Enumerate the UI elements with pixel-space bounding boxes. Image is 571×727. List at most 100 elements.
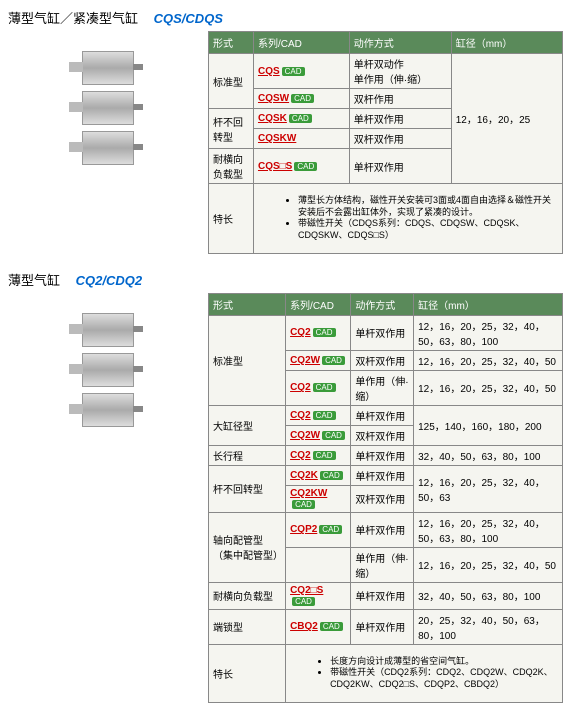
form-cell: 耐横向负载型 <box>209 582 286 609</box>
bore-cell: 12，16，20，25，32，40，50，63，80，100 <box>414 315 563 350</box>
section-cq2: 薄型气缸 CQ2/CDQ2 形式系列/CAD动作方式缸径（mm）标准型CQ2CA… <box>8 270 563 703</box>
action-cell: 单杆双作用 <box>351 405 414 425</box>
cad-icon[interactable]: CAD <box>320 622 343 631</box>
bore-cell: 12，16，20，25，32，40，50 <box>414 350 563 370</box>
series-cell: CQSKW <box>253 129 349 149</box>
series-link[interactable]: CQSK <box>258 113 287 124</box>
action-cell: 单杆双作用 <box>351 512 414 547</box>
series-link[interactable]: CQ2 <box>290 327 311 338</box>
col-header: 缸径（mm） <box>414 293 563 315</box>
series-link[interactable]: CQ2K <box>290 470 318 481</box>
cad-icon[interactable]: CAD <box>292 597 315 606</box>
section-cqs: 薄型气缸／紧凑型气缸 CQS/CDQS 形式系列/CAD动作方式缸径（mm）标准… <box>8 8 563 254</box>
cad-icon[interactable]: CAD <box>320 471 343 480</box>
form-cell: 杆不回转型 <box>209 109 254 149</box>
series-link[interactable]: CQ2 <box>290 382 311 393</box>
spec-table-cqs: 形式系列/CAD动作方式缸径（mm）标准型CQSCAD单杆双动作单作用（伸·缩）… <box>208 31 563 254</box>
series-cell: CQ2CAD <box>286 405 351 425</box>
series-link[interactable]: CQ2KW <box>290 488 327 499</box>
bore-cell: 12，16，20，25，32，40，50 <box>414 547 563 582</box>
cad-icon[interactable]: CAD <box>322 431 345 440</box>
action-cell: 单杆双作用 <box>349 149 451 184</box>
product-image <box>8 293 208 427</box>
form-cell: 耐横向负载型 <box>209 149 254 184</box>
series-link[interactable]: CQS□S <box>258 161 292 172</box>
cad-icon[interactable]: CAD <box>294 162 317 171</box>
col-header: 系列/CAD <box>253 32 349 54</box>
cad-icon[interactable]: CAD <box>289 114 312 123</box>
series-cell: CQ2□SCAD <box>286 582 351 609</box>
series-cell: CBQ2CAD <box>286 609 351 644</box>
series-link[interactable]: CQ2 <box>290 450 311 461</box>
action-cell: 双杆作用 <box>349 89 451 109</box>
series-cell: CQ2CAD <box>286 370 351 405</box>
cad-icon[interactable]: CAD <box>319 525 342 534</box>
title-model: CQ2/CDQ2 <box>76 273 142 288</box>
action-cell: 单杆双作用 <box>351 465 414 485</box>
series-cell: CQ2KCAD <box>286 465 351 485</box>
series-cell: CQP2CAD <box>286 512 351 547</box>
series-cell: CQSKCAD <box>253 109 349 129</box>
series-cell: CQ2WCAD <box>286 350 351 370</box>
cad-icon[interactable]: CAD <box>322 356 345 365</box>
action-cell: 双杆双作用 <box>351 485 414 512</box>
bore-cell: 12，16，20，25 <box>451 54 562 184</box>
col-header: 动作方式 <box>351 293 414 315</box>
action-cell: 双杆双作用 <box>351 350 414 370</box>
bore-cell: 12，16，20，25，32，40，50，63 <box>414 465 563 512</box>
feat-item: 长度方向设计成薄型的省空间气缸。 <box>330 656 558 668</box>
action-cell: 单杆双作用 <box>349 109 451 129</box>
feat-cell: 薄型长方体结构，磁性开关安装可3面或4面自由选择＆磁性开关安装后不会露出缸体外，… <box>253 184 562 254</box>
feat-item: 薄型长方体结构，磁性开关安装可3面或4面自由选择＆磁性开关安装后不会露出缸体外，… <box>298 195 558 218</box>
cad-icon[interactable]: CAD <box>292 500 315 509</box>
series-link[interactable]: CQ2W <box>290 430 320 441</box>
bore-cell: 20，25，32，40，50，63，80，100 <box>414 609 563 644</box>
bore-cell: 32，40，50，63，80，100 <box>414 582 563 609</box>
col-header: 缸径（mm） <box>451 32 562 54</box>
series-link[interactable]: CQ2 <box>290 410 311 421</box>
series-link[interactable]: CQSW <box>258 93 289 104</box>
feat-item: 带磁性开关（CDQ2系列：CDQ2、CDQ2W、CDQ2K、CDQ2KW、CDQ… <box>330 667 558 690</box>
cad-icon[interactable]: CAD <box>291 94 314 103</box>
form-cell: 轴向配管型（集中配管型） <box>209 512 286 582</box>
series-cell: CQ2KWCAD <box>286 485 351 512</box>
cad-icon[interactable]: CAD <box>313 411 336 420</box>
cad-icon[interactable]: CAD <box>313 328 336 337</box>
bore-cell: 125，140，160，180，200 <box>414 405 563 445</box>
action-cell: 双杆双作用 <box>351 425 414 445</box>
form-cell: 杆不回转型 <box>209 465 286 512</box>
col-header: 形式 <box>209 32 254 54</box>
title-row: 薄型气缸／紧凑型气缸 CQS/CDQS <box>8 8 563 27</box>
col-header: 形式 <box>209 293 286 315</box>
action-cell: 单杆双作用 <box>351 609 414 644</box>
title-model: CQS/CDQS <box>154 11 223 26</box>
series-link[interactable]: CQ2W <box>290 355 320 366</box>
bore-cell: 32，40，50，63，80，100 <box>414 445 563 465</box>
cad-icon[interactable]: CAD <box>313 383 336 392</box>
action-cell: 单作用（伸·缩） <box>351 547 414 582</box>
series-cell: CQ2CAD <box>286 445 351 465</box>
product-image <box>8 31 208 165</box>
form-cell: 标准型 <box>209 54 254 109</box>
series-link[interactable]: CQP2 <box>290 524 317 535</box>
series-cell: CQ2CAD <box>286 315 351 350</box>
cad-icon[interactable]: CAD <box>313 451 336 460</box>
form-cell: 端锁型 <box>209 609 286 644</box>
cad-icon[interactable]: CAD <box>282 67 305 76</box>
title-cn: 薄型气缸／紧凑型气缸 <box>8 11 138 26</box>
series-cell: CQ2WCAD <box>286 425 351 445</box>
action-cell: 单杆双动作单作用（伸·缩） <box>349 54 451 89</box>
bore-cell: 12，16，20，25，32，40，50 <box>414 370 563 405</box>
spec-table-cq2: 形式系列/CAD动作方式缸径（mm）标准型CQ2CAD单杆双作用12，16，20… <box>208 293 563 703</box>
series-link[interactable]: CBQ2 <box>290 621 318 632</box>
feat-label: 特长 <box>209 644 286 702</box>
series-cell: CQSWCAD <box>253 89 349 109</box>
col-header: 系列/CAD <box>286 293 351 315</box>
series-cell <box>286 547 351 582</box>
series-link[interactable]: CQSKW <box>258 133 296 144</box>
series-link[interactable]: CQS <box>258 66 280 77</box>
series-link[interactable]: CQ2□S <box>290 585 323 596</box>
bore-cell: 12，16，20，25，32，40，50，63，80，100 <box>414 512 563 547</box>
form-cell: 长行程 <box>209 445 286 465</box>
form-cell: 大缸径型 <box>209 405 286 445</box>
